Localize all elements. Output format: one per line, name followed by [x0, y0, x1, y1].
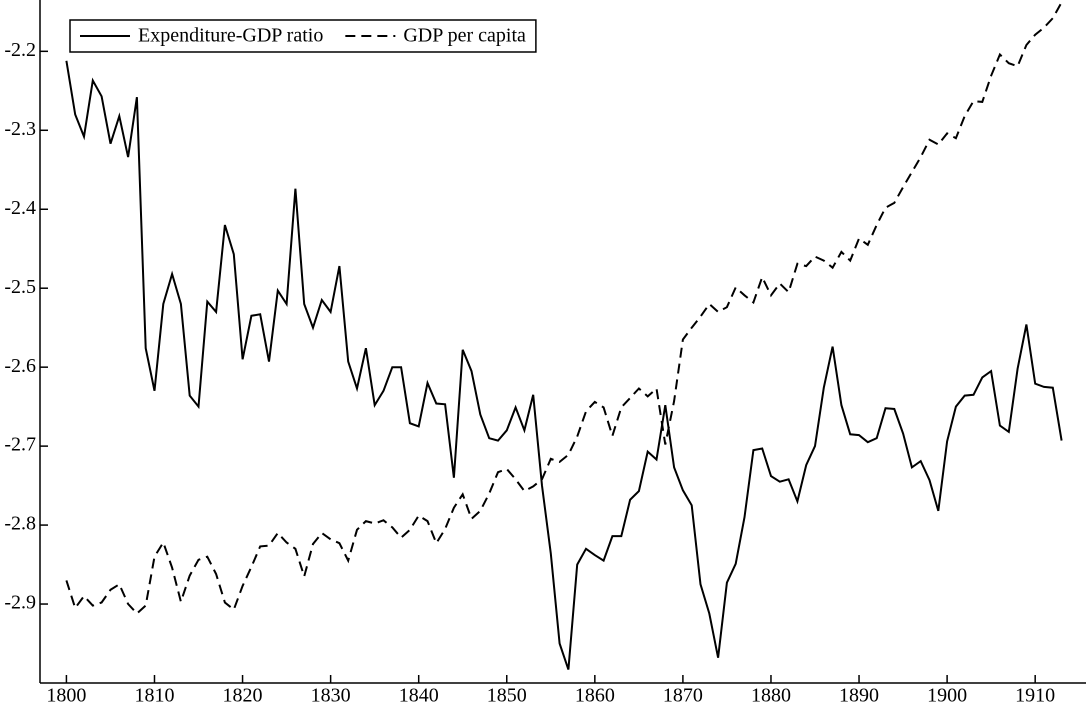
y-tick-label: -2.6: [4, 355, 36, 377]
x-tick-label: 1810: [134, 685, 174, 707]
legend-box: [69, 19, 537, 53]
legend: Expenditure-GDP ratio GDP per capita: [69, 19, 537, 53]
x-tick-label: 1880: [751, 685, 791, 707]
y-tick-label: -2.7: [4, 434, 36, 456]
y-tick-label: -2.9: [4, 592, 36, 614]
x-tick-label: 1850: [487, 685, 527, 707]
x-tick-label: 1890: [839, 685, 879, 707]
x-tick-label: 1900: [927, 685, 967, 707]
x-tick-label: 1910: [1015, 685, 1055, 707]
y-tick-label: -2.4: [4, 197, 36, 219]
y-tick-label: -2.2: [4, 39, 36, 61]
legend-label: Expenditure-GDP ratio: [138, 25, 323, 47]
x-tick-label: 1840: [399, 685, 439, 707]
y-tick-label: -2.3: [4, 118, 36, 140]
x-tick-label: 1820: [223, 685, 263, 707]
x-tick-label: 1830: [311, 685, 351, 707]
legend-label: GDP per capita: [403, 25, 526, 47]
y-tick-label: -2.5: [4, 276, 36, 298]
line-series: [65, 60, 1063, 670]
y-tick-label: -2.8: [4, 513, 36, 535]
x-tick-label: 1860: [575, 685, 615, 707]
x-tick-label: 1870: [663, 685, 703, 707]
line-series: [65, 1, 1063, 615]
x-tick-label: 1800: [46, 685, 86, 707]
